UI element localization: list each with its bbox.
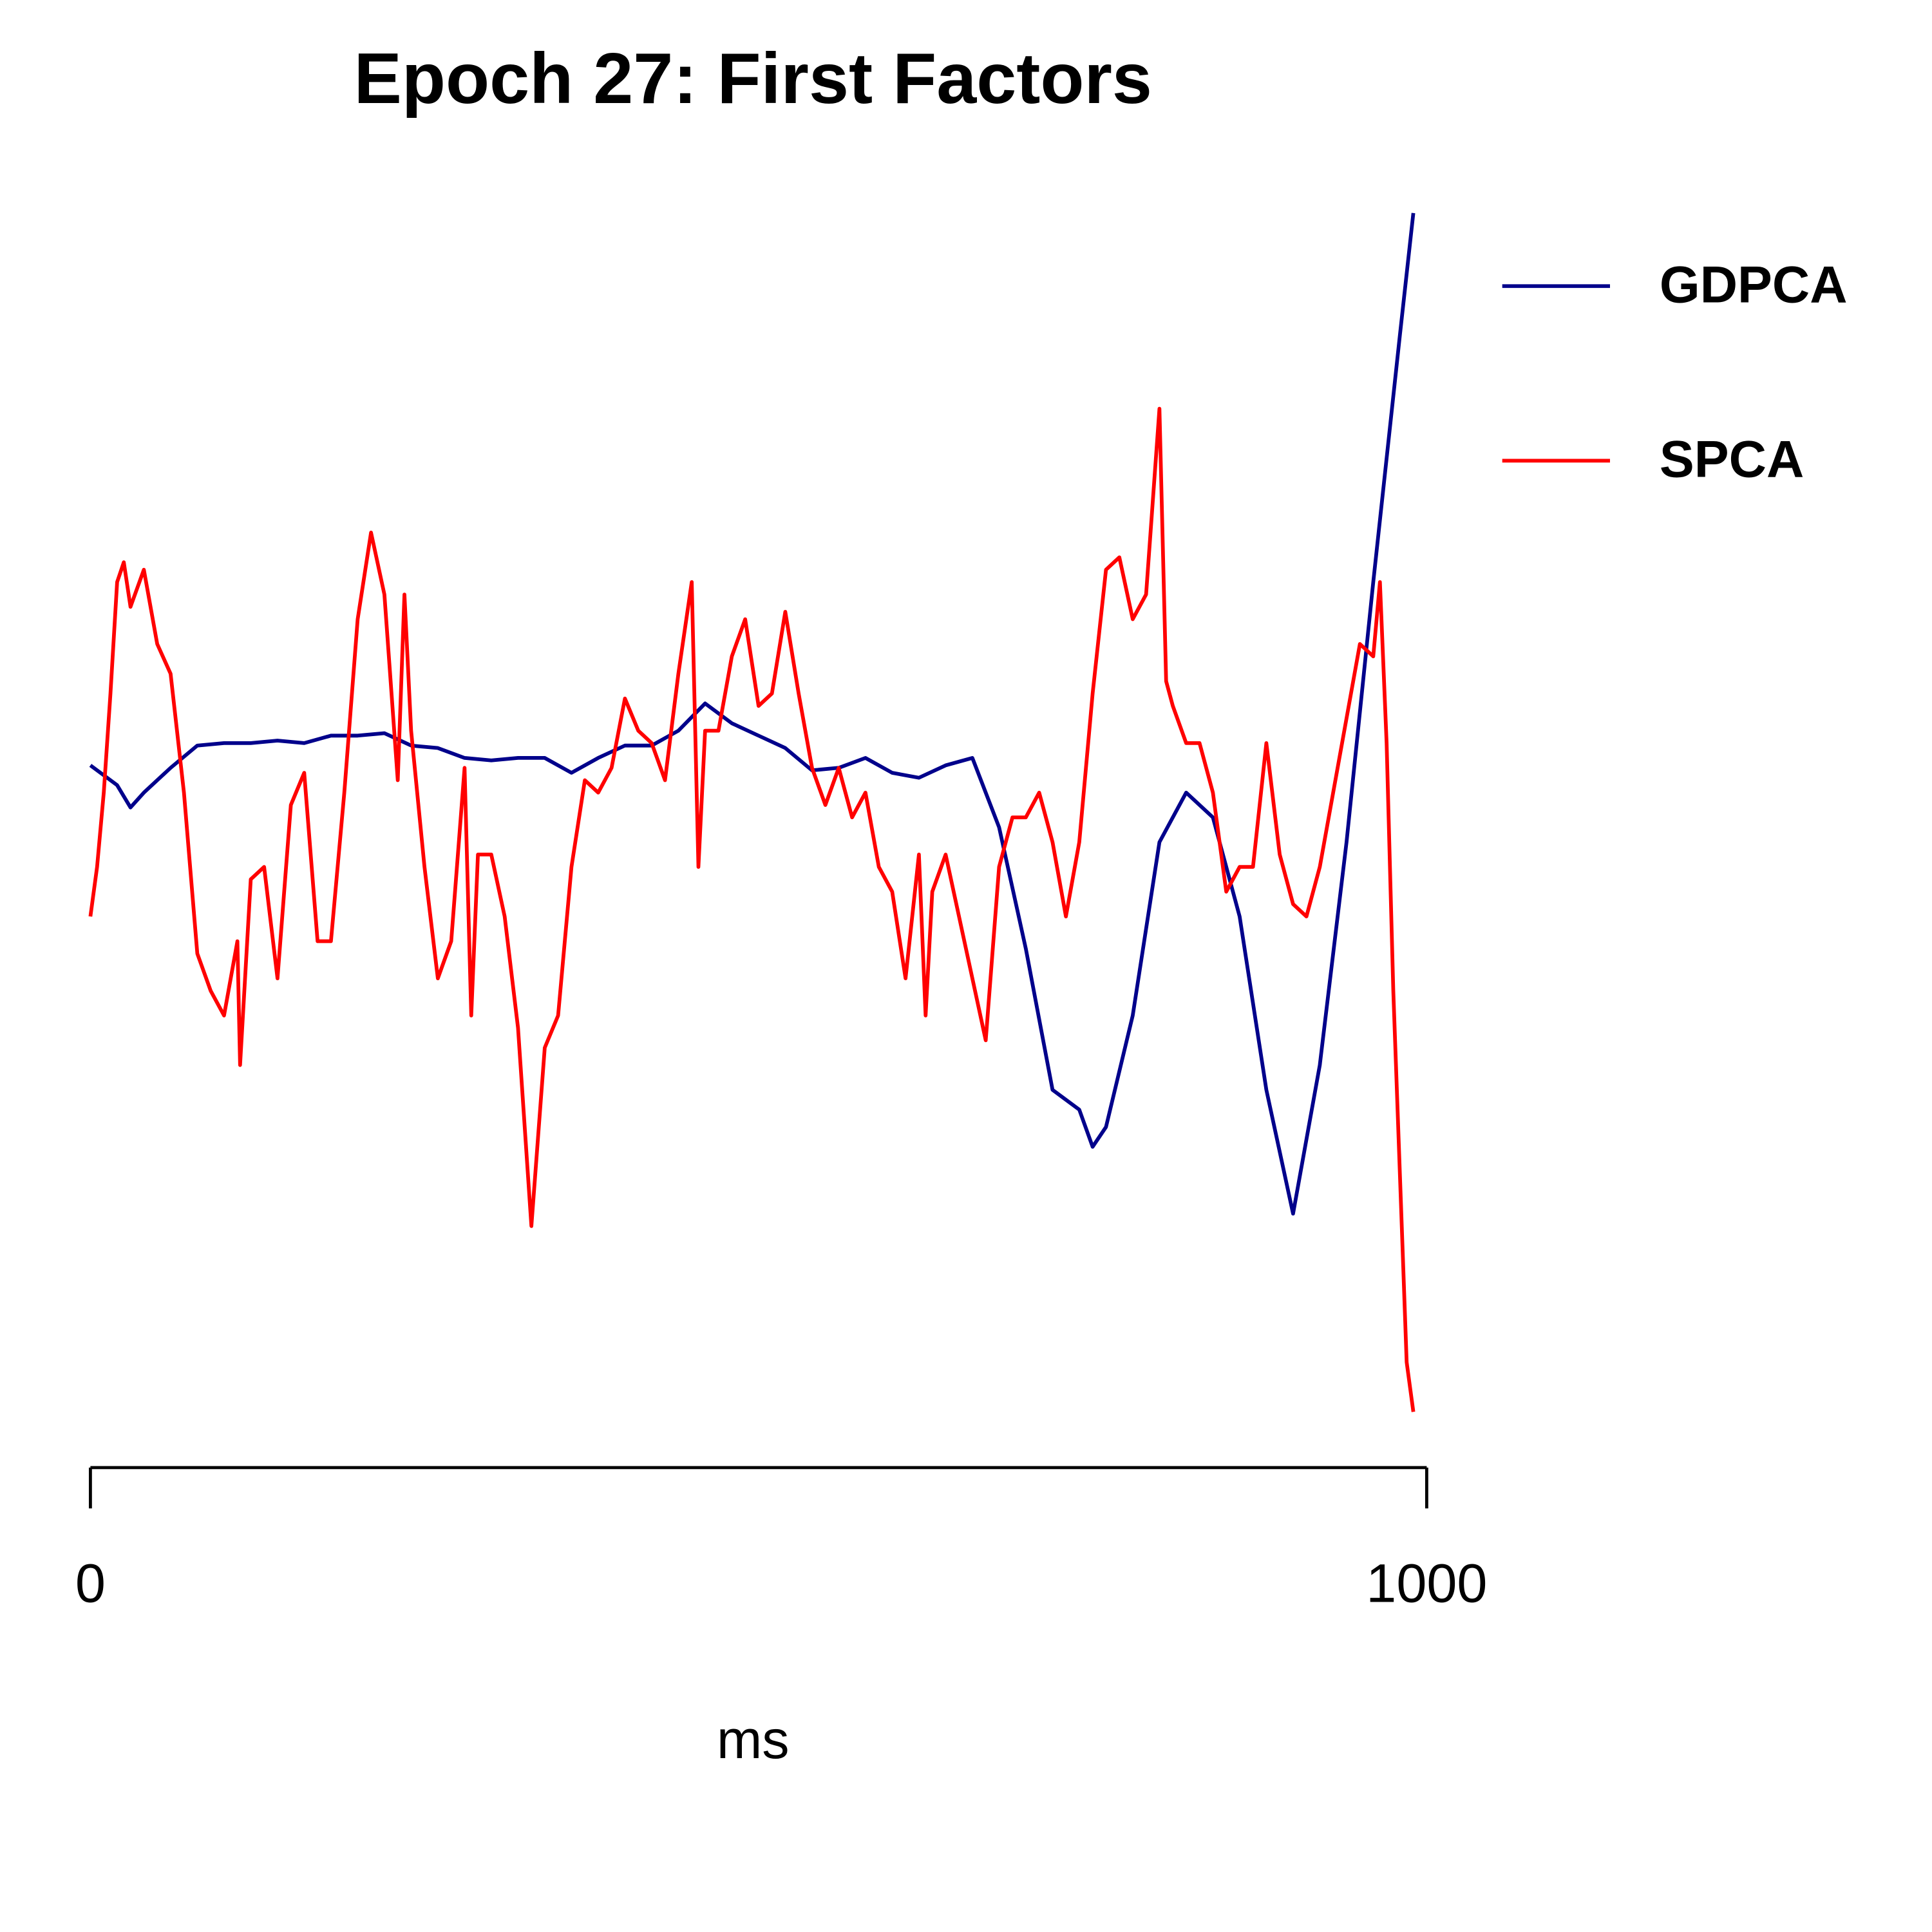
x-axis-label: ms <box>717 1709 790 1770</box>
x-tick-label: 0 <box>75 1553 106 1614</box>
chart-title: Epoch 27: First Factors <box>354 38 1152 118</box>
series-line <box>88 406 1416 1412</box>
legend-label: GDPCA <box>1660 256 1848 314</box>
series-line <box>89 213 1416 1216</box>
legend-label: SPCA <box>1660 431 1804 489</box>
x-tick-label: 1000 <box>1366 1553 1487 1614</box>
